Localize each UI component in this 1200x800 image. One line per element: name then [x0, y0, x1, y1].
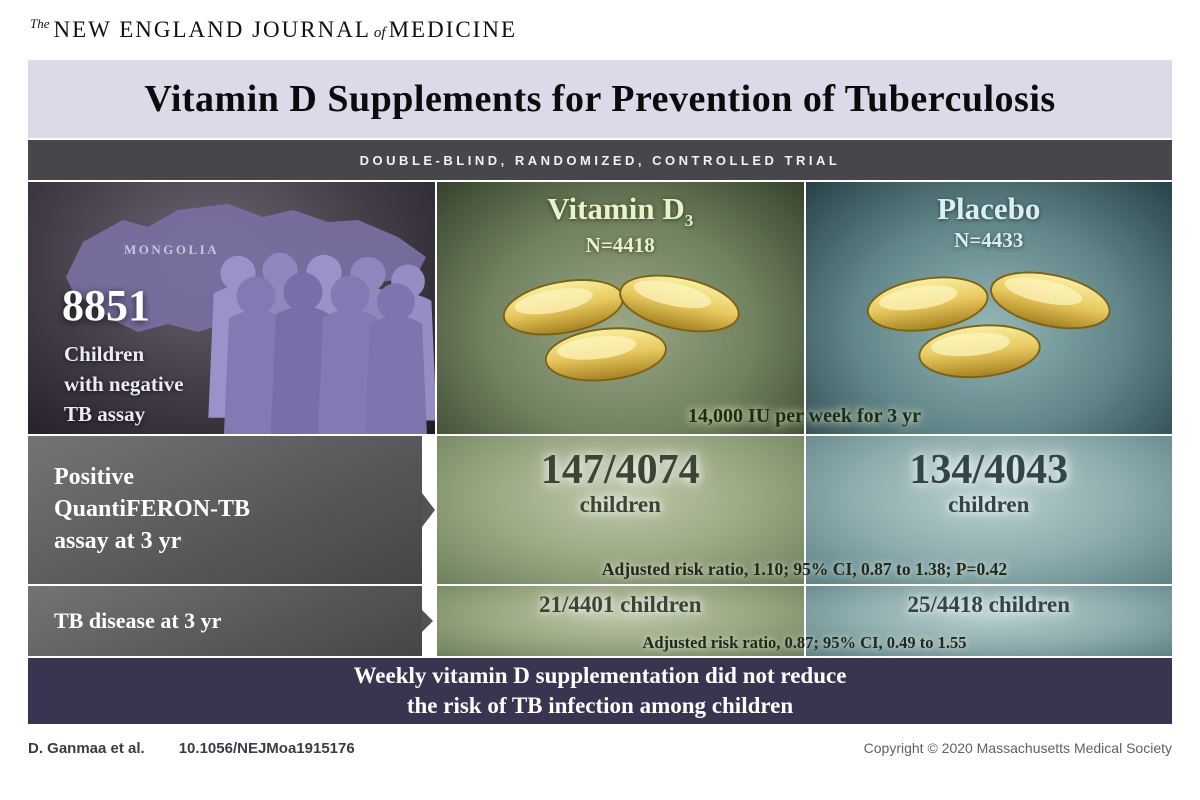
country-label: MONGOLIA	[124, 242, 220, 257]
vitamin-d-arm-title: Vitamin D3	[547, 191, 694, 231]
footer: D. Ganmaa et al. 10.1056/NEJMoa1915176 C…	[28, 740, 1172, 757]
secondary-vitamin-d-result: 21/4401 children	[437, 586, 804, 656]
primary-vitamin-d-unit: children	[579, 492, 661, 518]
placebo-arm-panel: Placebo N=4433	[805, 182, 1172, 434]
footer-doi: 10.1056/NEJMoa1915176	[178, 740, 355, 757]
primary-placebo-result: 134/4043 children	[805, 436, 1172, 584]
journal-logo-name1: NEW ENGLAND JOURNAL	[53, 17, 371, 42]
enrolled-count: 8851	[62, 281, 150, 330]
journal-logo-the: The	[30, 16, 50, 31]
page-title: Vitamin D Supplements for Prevention of …	[28, 60, 1172, 138]
placebo-arm-n: N=4433	[954, 228, 1024, 253]
primary-placebo-value: 134/4043	[909, 447, 1069, 493]
journal-logo-of: of	[373, 25, 386, 41]
arrow-right-icon	[422, 493, 435, 527]
primary-placebo-unit: children	[948, 492, 1030, 518]
secondary-outcome-row: TB disease at 3 yr 21/4401 children 25/4…	[28, 586, 1172, 656]
population-description: Children with negative TB assay	[64, 342, 184, 426]
arms-container: Vitamin D3 N=4418	[437, 182, 1172, 434]
people-crowd-icon	[208, 252, 435, 434]
footer-citation: D. Ganmaa et al. 10.1056/NEJMoa1915176	[28, 740, 355, 757]
arrow-right-icon	[422, 610, 433, 632]
secondary-outcome-label-col: TB disease at 3 yr	[28, 586, 435, 656]
dose-label: 14,000 IU per week for 3 yr	[687, 405, 922, 427]
primary-outcome-results: 147/4074 children 134/4043 children Adju…	[437, 436, 1172, 584]
conclusion-line2: the risk of TB infection among children	[406, 693, 794, 718]
conclusion-banner: Weekly vitamin D supplementation did not…	[28, 658, 1172, 724]
study-overview-row: MONGOLIA 8851 Children with negative TB …	[28, 182, 1172, 434]
mongolia-map-and-crowd-icon	[66, 204, 435, 434]
population-panel: MONGOLIA 8851 Children with negative TB …	[28, 182, 435, 434]
secondary-outcome-stats: Adjusted risk ratio, 0.87; 95% CI, 0.49 …	[642, 633, 967, 652]
secondary-outcome-results: 21/4401 children 25/4418 children Adjust…	[437, 586, 1172, 656]
vitamin-d-arm-panel: Vitamin D3 N=4418	[437, 182, 804, 434]
primary-vitamin-d-result: 147/4074 children	[437, 436, 804, 584]
secondary-vitamin-d-value: 21/4401 children	[538, 592, 702, 617]
primary-outcome-label: Positive QuantiFERON-TB assay at 3 yr	[28, 436, 435, 584]
vitamin-d-pills-icon	[503, 274, 740, 382]
primary-vitamin-d-value: 147/4074	[540, 447, 700, 493]
journal-logo: The NEW ENGLAND JOURNAL of MEDICINE	[0, 0, 1200, 60]
footer-copyright: Copyright © 2020 Massachusetts Medical S…	[863, 740, 1172, 756]
trial-type-bar: DOUBLE-BLIND, RANDOMIZED, CONTROLLED TRI…	[28, 140, 1172, 180]
primary-outcome-label-col: Positive QuantiFERON-TB assay at 3 yr	[28, 436, 435, 584]
secondary-outcome-label: TB disease at 3 yr	[28, 586, 433, 656]
secondary-placebo-result: 25/4418 children	[805, 586, 1172, 656]
secondary-placebo-value: 25/4418 children	[907, 592, 1070, 617]
primary-outcome-row: Positive QuantiFERON-TB assay at 3 yr 14…	[28, 436, 1172, 584]
primary-outcome-stats: Adjusted risk ratio, 1.10; 95% CI, 0.87 …	[601, 559, 1008, 579]
footer-authors: D. Ganmaa et al.	[28, 740, 145, 757]
journal-logo-name2: MEDICINE	[388, 17, 517, 42]
placebo-arm-title: Placebo	[937, 191, 1041, 226]
placebo-pills-icon	[866, 271, 1111, 379]
vitamin-d-arm-n: N=4418	[585, 232, 655, 257]
conclusion-line1: Weekly vitamin D supplementation did not…	[353, 662, 847, 688]
